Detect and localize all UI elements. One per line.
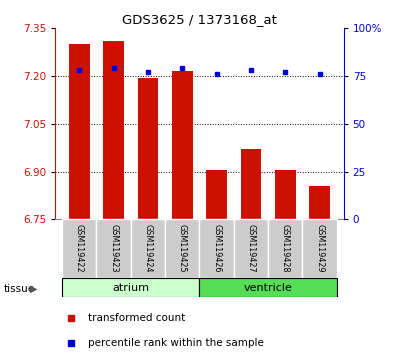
Text: atrium: atrium: [112, 282, 149, 293]
Text: GSM119427: GSM119427: [246, 224, 256, 273]
Bar: [303, 219, 337, 278]
Bar: [62, 219, 96, 278]
Bar: [172, 72, 193, 219]
Bar: [131, 219, 165, 278]
Text: transformed count: transformed count: [88, 313, 185, 323]
Bar: [268, 219, 303, 278]
Text: GSM119422: GSM119422: [75, 224, 84, 273]
Title: GDS3625 / 1373168_at: GDS3625 / 1373168_at: [122, 13, 277, 26]
Bar: [138, 78, 158, 219]
Text: ventricle: ventricle: [244, 282, 293, 293]
Bar: [165, 219, 199, 278]
Bar: [103, 41, 124, 219]
Bar: [199, 219, 234, 278]
Bar: [234, 219, 268, 278]
Text: ▶: ▶: [30, 284, 38, 294]
Text: GSM119424: GSM119424: [143, 224, 152, 273]
Bar: [309, 186, 330, 219]
Bar: [69, 44, 90, 219]
Text: GSM119426: GSM119426: [212, 224, 221, 273]
Bar: [241, 149, 261, 219]
Bar: [275, 170, 295, 219]
Text: percentile rank within the sample: percentile rank within the sample: [88, 338, 263, 348]
Bar: [206, 170, 227, 219]
Text: tissue: tissue: [4, 284, 35, 294]
Bar: [62, 278, 199, 297]
Text: GSM119423: GSM119423: [109, 224, 118, 273]
Bar: [199, 278, 337, 297]
Bar: [96, 219, 131, 278]
Text: GSM119428: GSM119428: [281, 224, 290, 273]
Text: GSM119425: GSM119425: [178, 224, 187, 273]
Text: GSM119429: GSM119429: [315, 224, 324, 273]
